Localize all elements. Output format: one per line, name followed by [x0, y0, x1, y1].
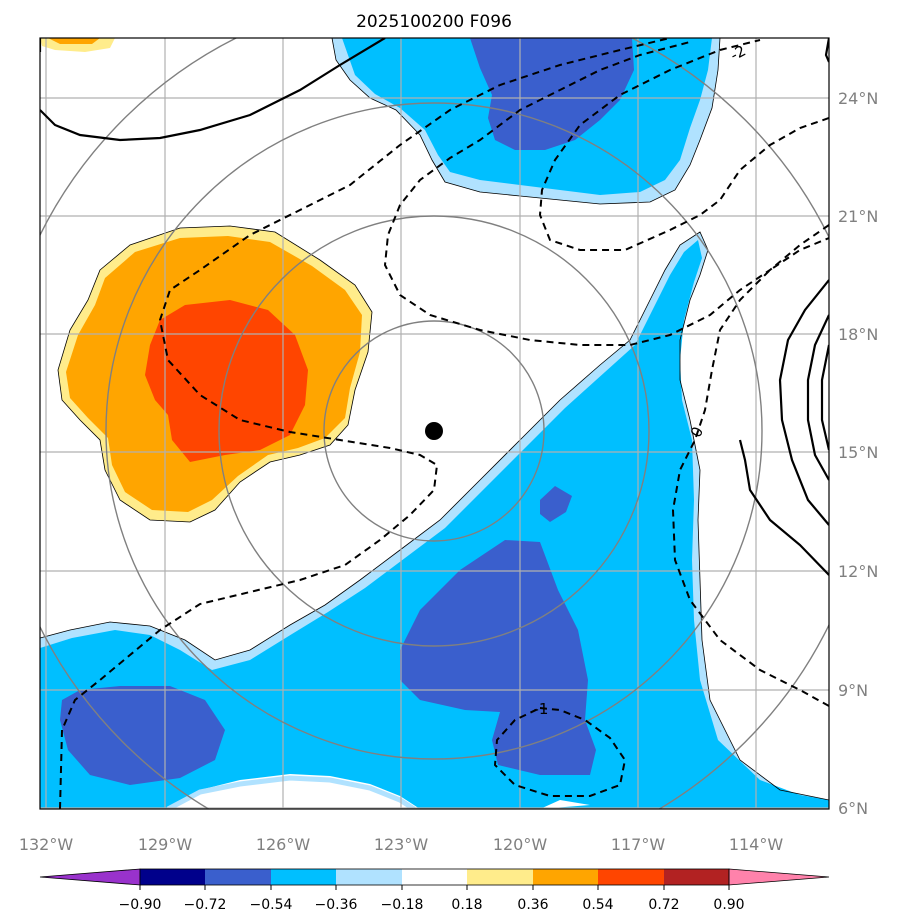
colorbar-tick-9: 0.72 [648, 897, 679, 913]
colorbar-tick-10: 0.90 [713, 897, 744, 913]
negative-core-southwest [60, 686, 225, 785]
solid-contours [40, 38, 829, 576]
contour-solid-east-4 [824, 38, 829, 63]
map-title: 2025100200 F096 [356, 12, 512, 32]
colorbar-tick-1: −0.90 [119, 897, 162, 913]
positive-region-core [145, 300, 308, 462]
contour-dashed-5 [493, 706, 627, 797]
colorbar-bin-5 [402, 869, 467, 885]
lon-label-114w: 114°W [729, 835, 784, 854]
contour-label-minus-1: -1 [534, 700, 549, 718]
colorbar-bin-3 [271, 869, 336, 885]
colorbar-tick-3: −0.54 [250, 897, 293, 913]
colorbar-bin-9 [664, 869, 729, 885]
dashed-contours [59, 38, 829, 809]
contour-solid-east-1 [778, 279, 829, 526]
contour-dashed-4 [671, 237, 829, 707]
contour-solid-north [40, 38, 386, 142]
colorbar-tick-8: 0.54 [582, 897, 613, 913]
colorbar-tick-5: −0.18 [381, 897, 424, 913]
contour-dashed-1 [59, 38, 671, 809]
lat-label-9n: 9°N [838, 681, 868, 700]
graticule [40, 38, 829, 809]
colorbar-extend-min [39, 868, 141, 886]
colorbar-bin-6 [467, 869, 533, 885]
map-frame [39, 37, 830, 810]
colorbar-bin-2 [205, 869, 271, 885]
contour-solid-east-5 [738, 439, 829, 576]
positive-anomaly-shading [58, 226, 372, 522]
lon-label-132w: 132°W [19, 835, 74, 854]
contour-dashed-2 [538, 39, 829, 251]
lat-label-18n: 18°N [838, 325, 878, 344]
lon-label-120w: 120°W [493, 835, 548, 854]
colorbar-frame [139, 868, 730, 886]
colorbar-tick-2: −0.72 [184, 897, 227, 913]
lat-label-21n: 21°N [838, 207, 878, 226]
lon-label-117w: 117°W [611, 835, 666, 854]
gap-south-1 [168, 774, 420, 809]
colorbar-tick-6: 0.18 [451, 897, 482, 913]
colorbar-bin-1 [140, 869, 205, 885]
colorbar-bin-8 [598, 869, 664, 885]
lat-label-15n: 15°N [838, 443, 878, 462]
negative-core-small [540, 486, 572, 522]
lat-label-6n: 6°N [838, 799, 868, 818]
lon-label-129w: 129°W [138, 835, 193, 854]
lat-label-24n: 24°N [838, 89, 878, 108]
map-panel: -2 0 -1 [40, 38, 829, 809]
colorbar: −0.90 −0.72 −0.54 −0.36 −0.18 0.18 0.36 … [39, 868, 830, 913]
colorbar-extend-max [728, 868, 830, 886]
latitude-labels: 24°N 21°N 18°N 15°N 12°N 9°N 6°N [838, 89, 878, 818]
contour-label-minus-2: -2 [727, 42, 749, 65]
negative-region-south-mid [40, 240, 829, 809]
longitude-labels: 132°W 129°W 126°W 123°W 120°W 117°W 114°… [19, 835, 784, 854]
negative-core-south-central [400, 540, 596, 775]
contour-solid-east-3 [820, 344, 829, 451]
gap-south-1-edge [166, 775, 416, 809]
lat-label-12n: 12°N [838, 562, 878, 581]
lon-label-123w: 123°W [374, 835, 429, 854]
gap-south-2 [540, 800, 590, 809]
contour-dashed-3 [383, 41, 829, 346]
contour-solid-east-2 [806, 314, 829, 481]
colorbar-bin-4 [336, 869, 402, 885]
colorbar-bin-7 [533, 869, 598, 885]
colorbar-tick-7: 0.36 [517, 897, 548, 913]
positive-patch-northwest-core [48, 38, 100, 44]
storm-center-marker [425, 422, 443, 440]
lon-label-126w: 126°W [256, 835, 311, 854]
range-rings [40, 38, 829, 809]
colorbar-tick-4: −0.36 [315, 897, 358, 913]
